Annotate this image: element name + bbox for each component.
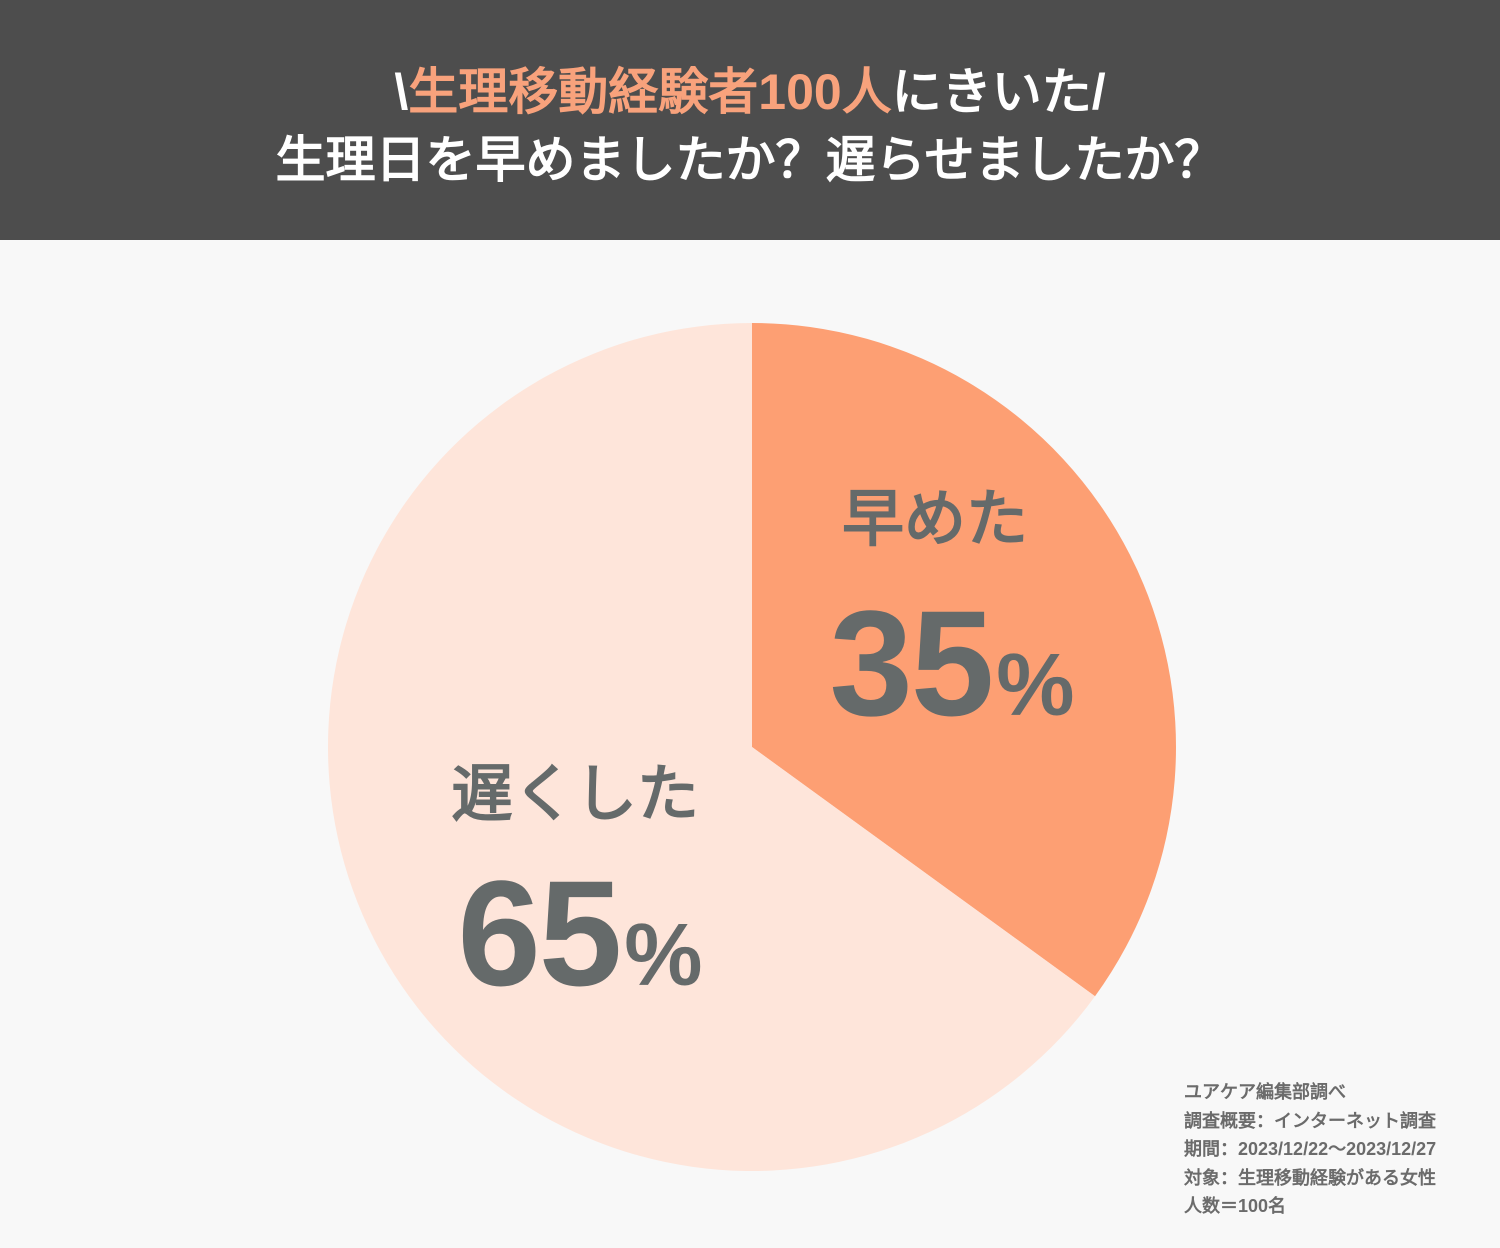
title-highlight: 生理移動経験者100人 — [408, 64, 892, 120]
slice-value-earlier: 35 — [829, 579, 994, 747]
slice-label-earlier: 早めた — [841, 485, 1028, 554]
header-banner: \生理移動経験者100人にきいた/ 生理日を早めましたか？遅らせましたか？ — [0, 0, 1500, 240]
footnote-method: 調査概要：インターネット調査 — [1184, 1110, 1436, 1131]
survey-question: 生理日を早めましたか？遅らせましたか？ — [275, 132, 1225, 188]
slice-data-label-later: 65% — [360, 858, 800, 1030]
survey-title: \生理移動経験者100人にきいた/ — [0, 62, 1500, 122]
slice-data-label-earlier: 35% — [732, 588, 1172, 760]
pie-chart — [327, 323, 1176, 1171]
footnote-target: 対象：生理移動経験がある女性 — [1184, 1167, 1436, 1188]
pie-slice-later — [327, 323, 1096, 1171]
footnote-period: 期間：2023/12/22～2023/12/27 — [1184, 1139, 1437, 1159]
footnote-count: 人数＝100名 — [1184, 1196, 1287, 1216]
slice-label-later: 遅くした — [450, 760, 699, 829]
slice-value-later: 65 — [457, 849, 622, 1017]
pie-slice-earlier — [752, 323, 1176, 997]
slice-unit-later: % — [624, 905, 703, 1004]
slice-unit-earlier: % — [996, 635, 1075, 734]
title-prefix: \ — [394, 64, 409, 120]
footnote-source: ユアケア編集部調べ — [1184, 1082, 1346, 1102]
title-suffix: にきいた/ — [891, 64, 1106, 120]
survey-footnote: ユアケア編集部調べ 調査概要：インターネット調査 期間：2023/12/22～2… — [1184, 1078, 1494, 1221]
